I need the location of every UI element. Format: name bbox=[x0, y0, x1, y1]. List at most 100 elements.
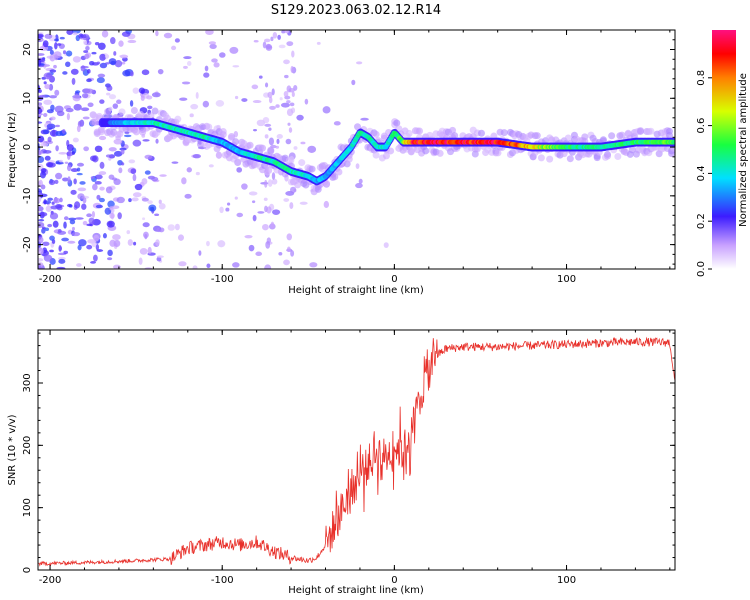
spectrogram-noise-cell bbox=[90, 261, 96, 264]
spectrogram-noise-cell bbox=[113, 138, 123, 145]
spectrogram-noise-cell bbox=[278, 252, 283, 256]
spectrogram-noise-cell bbox=[38, 258, 44, 262]
spectrogram-noise-cell bbox=[283, 90, 289, 97]
spectrogram-noise-cell bbox=[76, 263, 82, 267]
spectrogram-noise-cell bbox=[286, 41, 294, 47]
spectrogram-noise-cell bbox=[105, 186, 113, 194]
spectrogram-noise-cell bbox=[39, 94, 46, 98]
spectrogram-halo-cell bbox=[581, 133, 589, 141]
spectrogram-halo-cell bbox=[494, 149, 502, 157]
spectrogram-noise-cell bbox=[190, 103, 199, 110]
spectrogram-noise-cell bbox=[264, 38, 271, 43]
spectrogram-noise-cell bbox=[283, 259, 290, 266]
spectrogram-noise-cell bbox=[290, 65, 294, 73]
spectrogram-noise-cell bbox=[98, 135, 107, 141]
spectrogram-noise-cell bbox=[218, 52, 226, 58]
spectrogram-halo-cell bbox=[473, 145, 481, 153]
spectrogram-halo-cell bbox=[345, 155, 353, 163]
spectrogram-noise-cell bbox=[289, 202, 294, 210]
spectrogram-noise-cell bbox=[121, 162, 125, 166]
spectrogram-noise-cell bbox=[96, 194, 101, 200]
spectrogram-halo-cell bbox=[387, 147, 395, 155]
spectrogram-noise-cell bbox=[99, 161, 105, 169]
spectrogram-noise-cell bbox=[39, 212, 48, 217]
spectrogram-halo-cell bbox=[95, 112, 103, 120]
spectrogram-noise-cell bbox=[278, 44, 286, 49]
spectrogram-noise-cell bbox=[116, 99, 122, 105]
y-tick-label: 10 bbox=[22, 92, 33, 105]
spectrogram-noise-cell bbox=[91, 51, 97, 55]
spectrogram-noise-cell bbox=[307, 145, 317, 153]
spectrogram-noise-cell bbox=[54, 42, 58, 50]
spectrogram-noise-cell bbox=[112, 234, 121, 241]
spectrogram-noise-cell bbox=[174, 38, 180, 43]
spectrogram-noise-cell bbox=[75, 90, 81, 94]
spectrogram-noise-cell bbox=[280, 102, 290, 108]
spectrogram-noise-cell bbox=[82, 34, 87, 39]
spectrogram-noise-cell bbox=[46, 123, 56, 130]
spectrogram-noise-cell bbox=[252, 100, 262, 104]
spectrogram-noise-cell bbox=[264, 134, 269, 139]
spectrogram-noise-cell bbox=[177, 234, 184, 241]
spectrogram-noise-cell bbox=[271, 178, 278, 185]
spectrogram-noise-cell bbox=[71, 232, 81, 237]
spectrogram-noise-cell bbox=[42, 129, 50, 135]
spectrogram-noise-cell bbox=[67, 150, 72, 156]
spectrogram-noise-cell bbox=[44, 155, 51, 161]
spectrogram-noise-cell bbox=[147, 200, 153, 205]
colorbar-label: Normalized spectral amplitude bbox=[738, 73, 749, 227]
spectrogram-noise-cell bbox=[116, 196, 125, 204]
spectrogram-noise-cell bbox=[288, 87, 295, 93]
x-tick-label: -200 bbox=[39, 575, 62, 586]
spectrogram-noise-cell bbox=[219, 206, 224, 214]
spectrogram-noise-cell bbox=[287, 122, 291, 126]
spectrogram-noise-cell bbox=[252, 214, 257, 222]
spectrogram-noise-cell bbox=[96, 249, 104, 252]
spectrogram-noise-cell bbox=[264, 205, 268, 213]
spectrogram-halo-cell bbox=[298, 159, 306, 167]
spectrogram-noise-cell bbox=[244, 235, 253, 239]
spectrogram-noise-cell bbox=[107, 249, 113, 257]
spectrogram-noise-cell bbox=[268, 127, 272, 131]
spectrogram-noise-cell bbox=[93, 234, 100, 242]
spectrogram-noise-cell bbox=[112, 103, 119, 109]
spectrogram-noise-cell bbox=[251, 84, 259, 90]
spectrogram-halo-cell bbox=[372, 130, 380, 138]
spectrogram-noise-cell bbox=[156, 255, 164, 259]
spectrogram-halo-cell bbox=[151, 107, 159, 115]
spectrogram-noise-cell bbox=[262, 223, 269, 231]
spectrogram-noise-cell bbox=[232, 262, 240, 268]
spectrogram-noise-cell bbox=[123, 134, 132, 138]
spectrogram-noise-cell bbox=[41, 226, 46, 230]
spectrogram-noise-cell bbox=[159, 174, 167, 177]
spectrogram-noise-cell bbox=[289, 102, 295, 107]
spectrogram-noise-cell bbox=[41, 228, 46, 234]
spectrogram-halo-cell bbox=[618, 131, 626, 139]
spectrogram-noise-cell bbox=[358, 178, 363, 184]
spectrogram-noise-cell bbox=[127, 39, 137, 44]
spectrogram-noise-cell bbox=[119, 54, 128, 58]
spectrogram-noise-cell bbox=[171, 161, 179, 164]
spectrogram-noise-cell bbox=[38, 236, 44, 244]
spectrogram-noise-cell bbox=[253, 39, 259, 43]
spectrogram-noise-cell bbox=[38, 102, 43, 106]
spectrogram-noise-cell bbox=[54, 89, 60, 96]
spectrogram-noise-cell bbox=[71, 226, 75, 231]
snr-panel: -200 -100 0 100 0 100 200 300 Height of straigh… bbox=[7, 329, 676, 596]
spectrogram-noise-cell bbox=[128, 198, 132, 203]
spectrogram-noise-cell bbox=[94, 42, 100, 46]
spectrogram-noise-cell bbox=[42, 40, 49, 48]
spectrogram-halo-cell bbox=[246, 141, 254, 149]
spectrogram-noise-cell bbox=[51, 201, 55, 205]
spectrogram-noise-cell bbox=[130, 71, 134, 77]
spectrogram-noise-cell bbox=[70, 68, 79, 75]
spectrogram-noise-cell bbox=[43, 72, 53, 80]
spectrogram-halo-cell bbox=[258, 144, 266, 152]
spectrogram-noise-cell bbox=[154, 213, 160, 217]
spectrogram-halo-cell bbox=[372, 151, 380, 159]
spectrogram-noise-cell bbox=[276, 138, 280, 145]
spectrogram-noise-cell bbox=[108, 147, 117, 152]
spectrogram-noise-cell bbox=[40, 142, 49, 147]
spectrogram-heatmap bbox=[38, 30, 675, 269]
